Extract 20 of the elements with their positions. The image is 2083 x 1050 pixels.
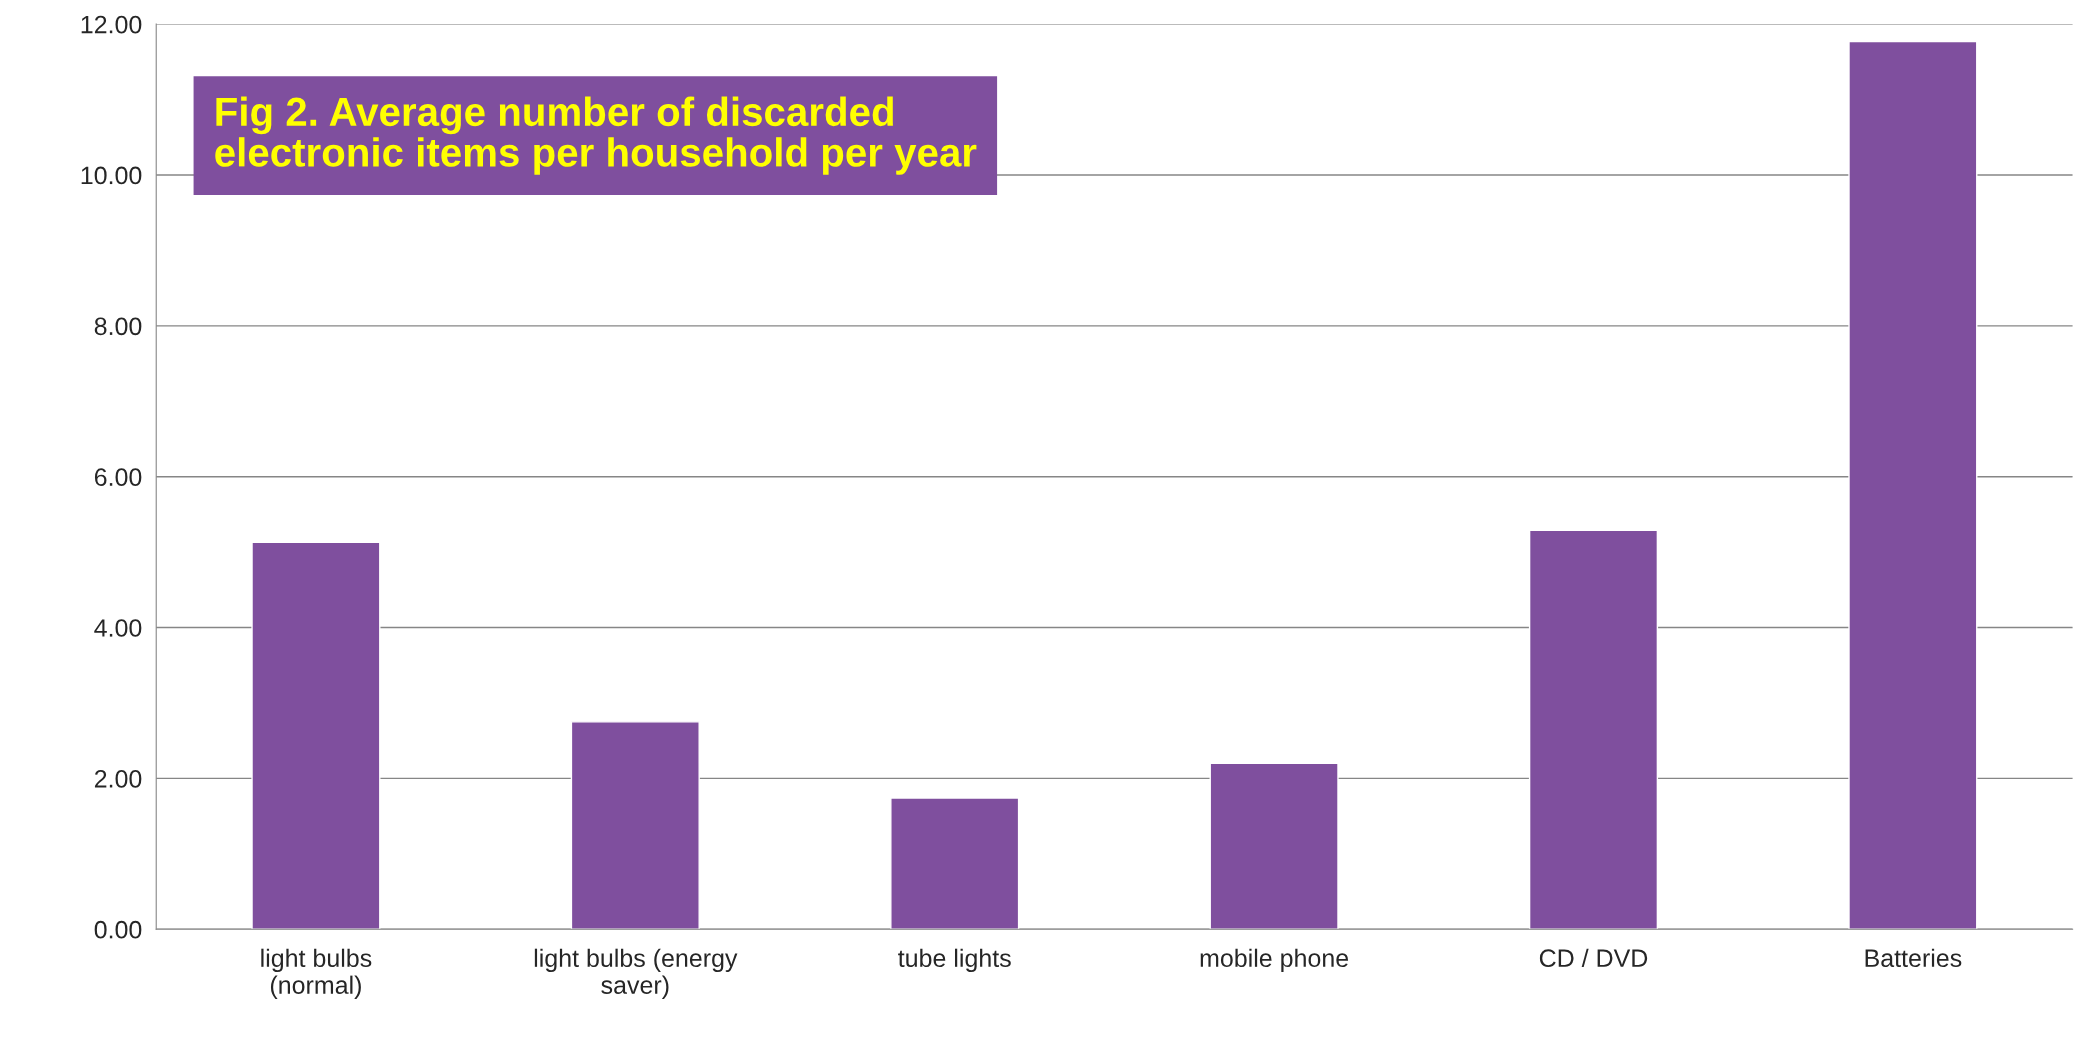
bar [1209, 762, 1339, 930]
y-tick-label: 12.00 [81, 15, 142, 34]
y-tick-label: 10.00 [81, 166, 142, 185]
x-tick-label: light bulbs (normal) [261, 948, 372, 999]
bar [1528, 529, 1659, 930]
y-tick-label: 4.00 [94, 619, 142, 637]
bar [570, 721, 700, 930]
bar [251, 541, 381, 930]
x-tick-label: light bulbs (energy saver) [534, 948, 738, 999]
x-tick-label: mobile phone [1200, 948, 1349, 972]
bar [890, 797, 1020, 930]
y-tick-label: 8.00 [94, 317, 142, 336]
text: Fig 2. Average number of discarded electronic items per household per year [215, 96, 977, 175]
y-tick-label: 6.00 [94, 468, 142, 486]
bar [1848, 40, 1978, 930]
y-tick-label: 2.00 [94, 770, 142, 788]
x-tick-label: Batteries [1865, 948, 1962, 968]
y-tick-label: 0.00 [94, 920, 142, 939]
x-tick-label: CD / DVD [1539, 948, 1648, 968]
x-tick-label: tube lights [898, 948, 1011, 972]
